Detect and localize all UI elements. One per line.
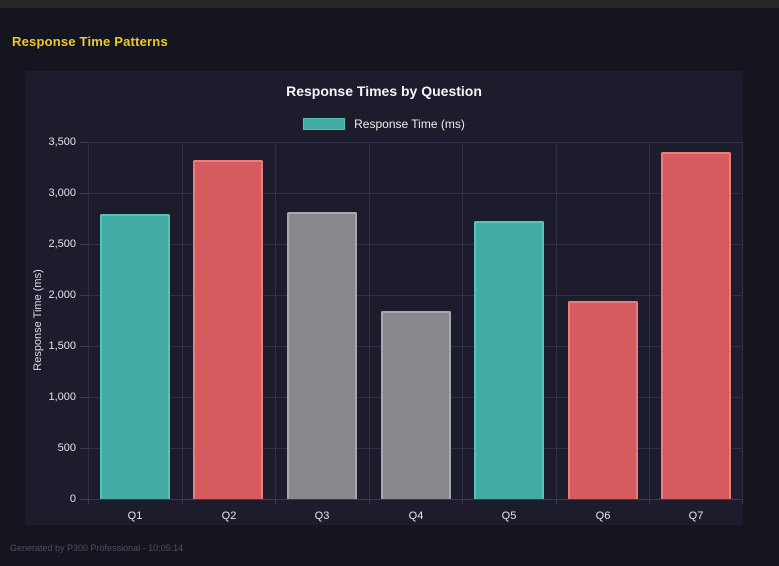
y-tick-label-0: 0	[69, 493, 76, 505]
x-tick-4	[462, 499, 463, 504]
window-top-strip	[0, 0, 779, 8]
y-tick-3000	[80, 193, 88, 194]
h-gridline-3000	[88, 193, 743, 194]
v-gridline-3	[369, 142, 370, 499]
x-tick-3	[369, 499, 370, 504]
y-tick-label-3500: 3,500	[48, 136, 76, 148]
x-tick-1	[182, 499, 183, 504]
v-gridline-2	[275, 142, 276, 499]
x-axis-label-q3: Q3	[314, 510, 330, 522]
x-axis-label-q2: Q2	[221, 510, 237, 522]
y-tick-500	[80, 448, 88, 449]
y-tick-label-500: 500	[57, 442, 76, 454]
v-gridline-7	[742, 142, 743, 499]
generator-footer: Generated by P300 Professional - 10:05:1…	[10, 543, 184, 553]
y-tick-0	[80, 499, 88, 500]
h-gridline-2500	[88, 244, 743, 245]
x-axis-label-q1: Q1	[127, 510, 143, 522]
y-tick-label-2000: 2,000	[48, 289, 76, 301]
x-axis-label-q7: Q7	[688, 510, 704, 522]
y-tick-3500	[80, 142, 88, 143]
v-gridline-5	[556, 142, 557, 499]
bar-q7[interactable]	[661, 152, 731, 499]
legend-item-response-time[interactable]: Response Time (ms)	[303, 117, 465, 131]
h-gridline-2000	[88, 295, 743, 296]
x-tick-5	[556, 499, 557, 504]
legend-color-swatch	[303, 118, 346, 130]
y-tick-1000	[80, 397, 88, 398]
chart-panel: Response Times by Question Response Time…	[25, 71, 743, 525]
bar-q1[interactable]	[100, 214, 170, 499]
bar-q6[interactable]	[568, 301, 638, 499]
y-axis-title: Response Time (ms)	[32, 269, 44, 371]
x-axis-label-q5: Q5	[501, 510, 517, 522]
v-gridline-1	[182, 142, 183, 499]
v-gridline-0	[88, 142, 89, 499]
legend-label: Response Time (ms)	[354, 117, 465, 131]
bar-q5[interactable]	[474, 221, 544, 499]
x-axis-label-q4: Q4	[408, 510, 424, 522]
chart-title: Response Times by Question	[286, 83, 482, 99]
y-tick-2500	[80, 244, 88, 245]
plot-area: 0 500 1,000 1,500 2,000 2,500 3,000 3,500 Q1 Q2 Q3…	[48, 136, 743, 522]
x-axis-label-q6: Q6	[595, 510, 611, 522]
v-gridline-4	[462, 142, 463, 499]
y-tick-label-1000: 1,000	[48, 391, 76, 403]
bar-q3[interactable]	[287, 212, 357, 499]
bar-q4[interactable]	[381, 311, 451, 499]
h-gridline-3500	[88, 142, 743, 143]
y-tick-label-1500: 1,500	[48, 340, 76, 352]
bar-q2[interactable]	[193, 160, 263, 499]
y-tick-label-2500: 2,500	[48, 238, 76, 250]
x-tick-0	[88, 499, 89, 504]
y-tick-1500	[80, 346, 88, 347]
x-tick-2	[275, 499, 276, 504]
x-tick-7	[742, 499, 743, 504]
y-tick-label-3000: 3,000	[48, 187, 76, 199]
y-tick-2000	[80, 295, 88, 296]
page-title: Response Time Patterns	[12, 34, 168, 49]
h-gridline-0	[88, 499, 743, 500]
x-tick-6	[649, 499, 650, 504]
chart-legend: Response Time (ms)	[25, 116, 743, 132]
v-gridline-6	[649, 142, 650, 499]
